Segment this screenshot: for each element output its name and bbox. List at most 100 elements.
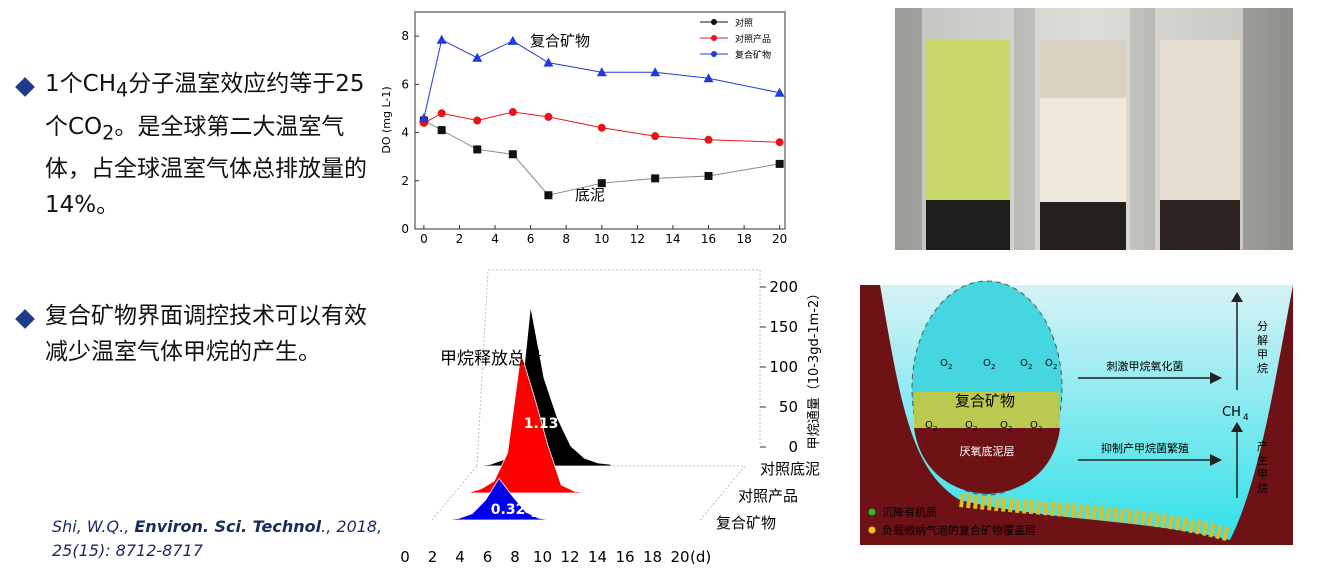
- z-tick-label: 100: [769, 358, 798, 376]
- diagram-text: O: [983, 358, 991, 369]
- legend-marker: [711, 51, 717, 57]
- text: 1个CH: [45, 71, 116, 97]
- x-tick-label: 0: [400, 548, 410, 566]
- x-tick-label: 8: [562, 232, 570, 246]
- x-tick-label: 16: [701, 232, 716, 246]
- x-tick-label: 8: [510, 548, 520, 566]
- y-tick-label: 6: [401, 77, 409, 91]
- marker: [437, 109, 446, 118]
- marker: [508, 108, 517, 117]
- diagram-text: 厌氧底泥层: [960, 444, 1015, 458]
- annotation: 底泥: [575, 186, 605, 204]
- x-tick-label: 4: [455, 548, 465, 566]
- x-tick-label: 12: [560, 548, 579, 566]
- diagram-text: 负载微纳气泡的复合矿物覆盖层: [882, 523, 1036, 537]
- diagram-text: O: [1000, 420, 1008, 431]
- diagram-text: 4: [1243, 413, 1249, 423]
- marker: [544, 191, 553, 200]
- z-axis-label: 甲烷通量（10-3gd-1m-2）: [807, 287, 822, 450]
- y-tick-label: 0: [401, 222, 409, 236]
- chart-title: 甲烷释放总量: [440, 349, 542, 369]
- marker: [473, 116, 482, 125]
- diagram-text: 复合矿物: [955, 392, 1015, 410]
- vertical-text: 分解甲烷: [1257, 320, 1268, 375]
- legend-marker: [711, 35, 717, 41]
- y-tick-label: 4: [401, 126, 409, 140]
- diagram-text: 2: [973, 425, 977, 433]
- diagram-text: O: [1020, 358, 1028, 369]
- marker: [651, 132, 660, 141]
- marker: [473, 145, 482, 154]
- bullet-text: 1个CH4分子温室效应约等于25个CO2。是全球第二大温室气体，占全球温室气体总…: [45, 66, 367, 223]
- y-tick-label: 8: [401, 29, 409, 43]
- diagram-text: CH: [1222, 405, 1241, 420]
- diagram-text: 抑制产甲烷菌繁殖: [1101, 441, 1189, 455]
- text: ., 2018, 25(15): 8712-8717: [52, 517, 383, 560]
- x-tick-label: 18: [643, 548, 662, 566]
- subscript: 4: [116, 78, 129, 102]
- marker: [418, 113, 429, 123]
- marker: [704, 135, 713, 144]
- diagram-text: O: [940, 358, 948, 369]
- journal: Environ. Sci. Technol: [134, 517, 322, 536]
- text: Shi, W.Q.,: [52, 517, 135, 536]
- diagram: [860, 280, 1293, 545]
- diagram-text: 2: [1053, 363, 1057, 371]
- x-tick-label: 12: [630, 232, 645, 246]
- x-tick-label: 18: [736, 232, 751, 246]
- total-label: 1.35 g m-2: [538, 333, 622, 349]
- x-tick-label: 0: [420, 232, 428, 246]
- total-label: 1.13 g m-2: [524, 416, 608, 432]
- diagram-text: O: [925, 420, 933, 431]
- x-tick-label: 20: [670, 548, 689, 566]
- text: 。是全球第二大温室气体，占全球温室气体总排放量的14%。: [45, 113, 367, 219]
- x-tick-label: 16: [615, 548, 634, 566]
- text: 复合矿物界面调控技术可以有效减少温室气体甲烷的产生。: [45, 303, 367, 365]
- marker: [775, 159, 784, 168]
- area: [454, 352, 589, 494]
- diagram-text: O: [1045, 358, 1053, 369]
- diagram-text: 2: [1038, 425, 1042, 433]
- z-tick-label: 200: [769, 278, 798, 296]
- diagram-text: 沉降有机质: [882, 505, 937, 519]
- x-tick-label: 10: [533, 548, 552, 566]
- legend-label: 复合矿物: [735, 49, 771, 61]
- marker: [597, 179, 606, 188]
- diagram-text: 2: [933, 425, 937, 433]
- x-unit: (d): [690, 548, 711, 566]
- y-tick-label: 2: [401, 174, 409, 188]
- marker: [508, 150, 517, 159]
- citation: Shi, W.Q., Environ. Sci. Technol., 2018,…: [52, 515, 412, 563]
- series-label: 对照产品: [738, 487, 798, 505]
- legend-label: 对照: [735, 17, 753, 29]
- marker: [507, 35, 518, 45]
- diagram-text: 2: [948, 363, 952, 371]
- vertical-text: 产生甲烷: [1257, 439, 1268, 495]
- diagram-text: 刺激甲烷氧化菌: [1107, 359, 1184, 373]
- marker: [543, 57, 554, 67]
- marker: [775, 138, 784, 147]
- total-label: 0.32 g m-2: [491, 502, 575, 518]
- marker: [651, 174, 660, 183]
- z-tick-label: 0: [788, 438, 798, 456]
- subscript: 2: [102, 121, 115, 145]
- bullet-text: 复合矿物界面调控技术可以有效减少温室气体甲烷的产生。: [45, 298, 367, 370]
- x-tick-label: 4: [491, 232, 499, 246]
- diagram-text: O: [1030, 420, 1038, 431]
- series-label: 对照底泥: [760, 460, 820, 478]
- x-tick-label: 14: [665, 232, 680, 246]
- z-tick-label: 150: [769, 318, 798, 336]
- x-tick-label: 2: [456, 232, 464, 246]
- marker: [703, 73, 714, 83]
- diagram-text: 2: [991, 363, 995, 371]
- legend-label: 对照产品: [735, 33, 771, 45]
- frame-line: [476, 269, 489, 467]
- marker: [650, 67, 661, 77]
- marker: [774, 87, 785, 97]
- x-tick-label: 10: [594, 232, 609, 246]
- diagram-text: 2: [1008, 425, 1012, 433]
- marker: [544, 112, 553, 121]
